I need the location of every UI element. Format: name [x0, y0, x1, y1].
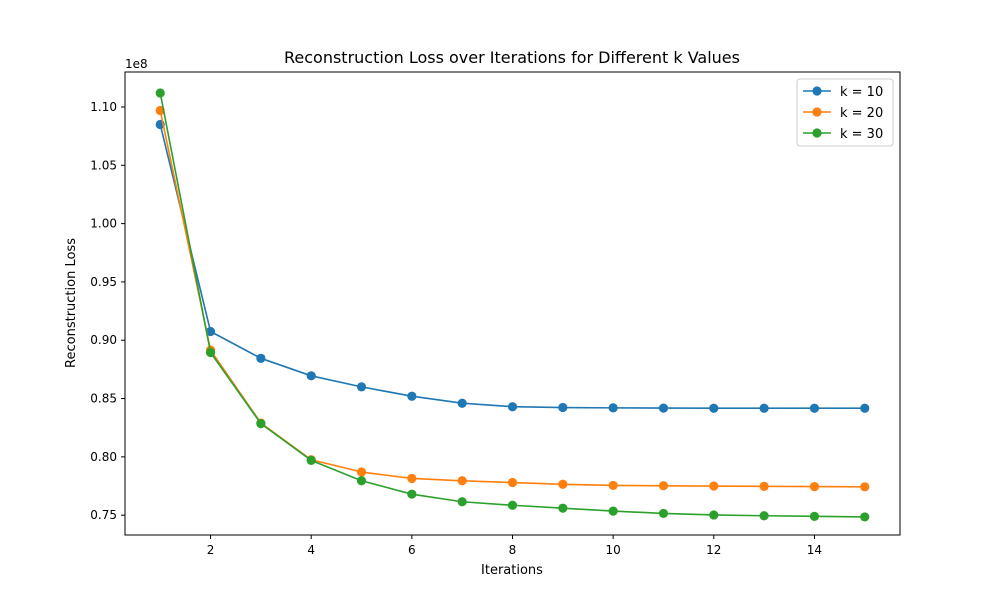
- plot-area-frame: [124, 71, 901, 536]
- data-point: [256, 419, 266, 429]
- data-point: [457, 476, 467, 486]
- data-point: [558, 402, 568, 413]
- legend-box: [796, 78, 894, 147]
- x-tick-label: 12: [706, 543, 721, 557]
- y-tick-label: 0.75: [90, 508, 117, 522]
- legend-marker: [812, 107, 822, 117]
- legend-item: k = 10: [803, 85, 883, 100]
- y-axis-offset-label: 1e8: [125, 57, 148, 71]
- y-tick-label: 0.80: [90, 450, 117, 464]
- data-point: [860, 482, 870, 492]
- data-point: [709, 510, 719, 520]
- legend-label: k = 20: [840, 106, 883, 121]
- x-tick-label: 14: [807, 543, 822, 557]
- y-tick-label: 1.10: [90, 100, 117, 114]
- data-point: [306, 455, 316, 465]
- data-point: [709, 403, 719, 413]
- data-point: [658, 403, 669, 413]
- legend-item: k = 20: [803, 106, 883, 121]
- data-point: [809, 482, 820, 492]
- data-point: [356, 467, 367, 477]
- data-point: [558, 503, 568, 513]
- data-point: [407, 473, 417, 484]
- data-point: [507, 402, 518, 412]
- y-axis-ticks: 0.75 0.80 0.85 0.90 0.95 1.00 1.05 1.10: [90, 100, 125, 522]
- data-point: [457, 398, 467, 408]
- data-point: [407, 391, 417, 401]
- data-point: [507, 477, 518, 488]
- data-point: [407, 489, 417, 499]
- y-tick-label: 1.00: [90, 217, 117, 231]
- data-point: [860, 512, 870, 522]
- data-point: [356, 476, 367, 486]
- y-tick-label: 1.05: [90, 158, 117, 172]
- data-point: [457, 497, 467, 507]
- legend-label: k = 10: [840, 85, 883, 100]
- x-tick-label: 2: [207, 543, 215, 557]
- series-k30: [155, 88, 870, 522]
- legend-items: k = 10 k = 20 k = 30: [803, 85, 883, 142]
- y-tick-label: 0.90: [90, 333, 117, 347]
- data-point: [759, 481, 769, 491]
- x-tick-label: 6: [408, 543, 416, 557]
- data-point: [809, 511, 820, 521]
- data-point: [608, 506, 618, 516]
- data-point: [205, 347, 216, 358]
- data-point: [608, 403, 618, 413]
- x-axis-label: Iterations: [481, 563, 543, 578]
- legend: k = 10 k = 20 k = 30: [796, 78, 894, 147]
- data-point: [860, 403, 870, 413]
- data-point: [558, 479, 568, 489]
- data-point: [155, 88, 165, 98]
- legend-item: k = 30: [803, 127, 883, 142]
- x-tick-label: 10: [606, 543, 621, 557]
- legend-marker: [812, 128, 822, 138]
- data-point: [709, 481, 719, 491]
- legend-label: k = 30: [840, 127, 883, 142]
- x-tick-label: 4: [307, 543, 315, 557]
- data-point: [658, 508, 669, 519]
- data-point: [306, 371, 316, 381]
- data-point: [205, 326, 216, 337]
- data-point: [507, 500, 518, 510]
- data-point: [608, 480, 618, 491]
- chart-title: Reconstruction Loss over Iterations for …: [284, 48, 740, 67]
- series-k10: [155, 119, 870, 413]
- y-axis-label: Reconstruction Loss: [64, 238, 79, 368]
- y-tick-label: 0.85: [90, 392, 117, 406]
- x-axis-ticks: 2 4 6 8 10 12 14: [207, 535, 822, 557]
- y-tick-label: 0.95: [90, 275, 117, 289]
- data-point: [759, 511, 769, 521]
- data-point: [809, 403, 820, 413]
- legend-marker: [812, 86, 822, 96]
- data-point: [759, 403, 769, 413]
- data-point: [256, 353, 266, 363]
- data-point: [356, 382, 367, 392]
- data-point: [658, 481, 669, 491]
- series-layer: [155, 88, 870, 522]
- x-tick-label: 8: [509, 543, 517, 557]
